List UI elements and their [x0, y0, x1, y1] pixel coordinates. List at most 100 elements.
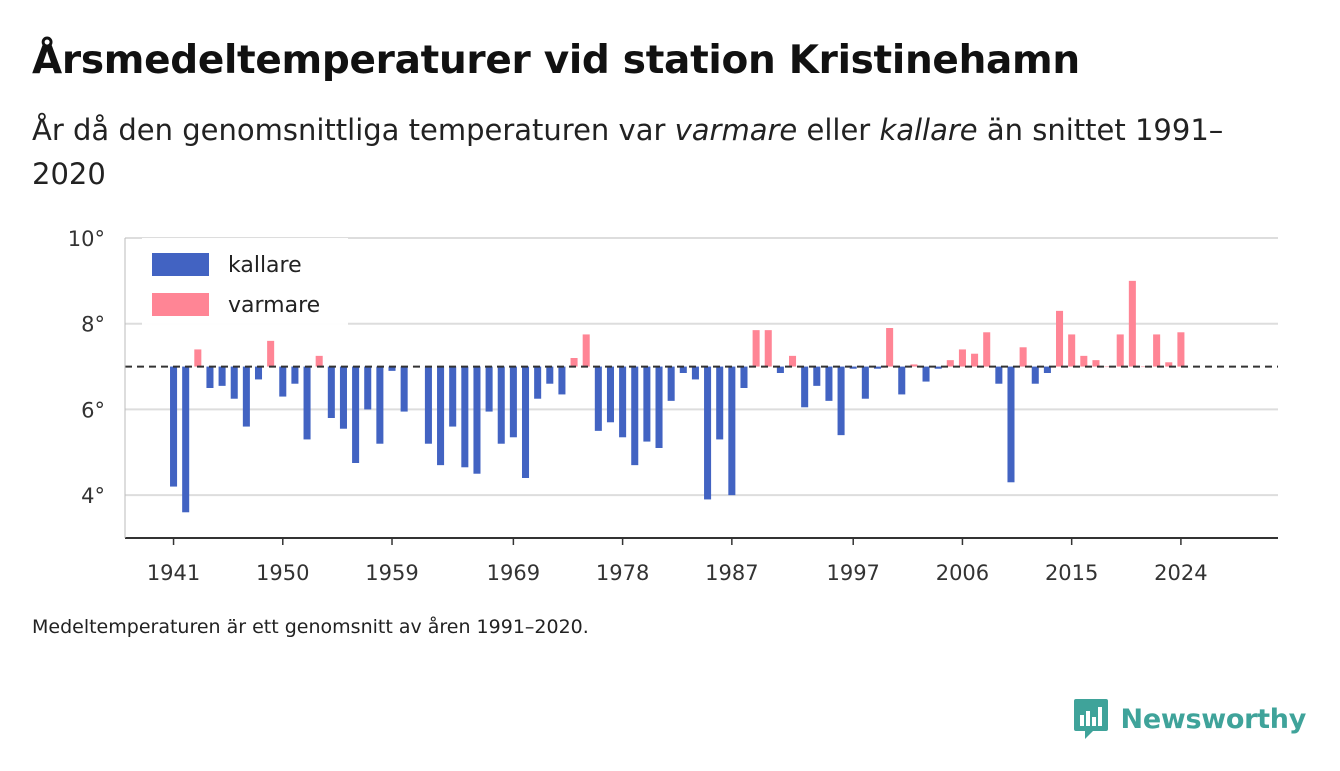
bar-cold [376, 366, 384, 444]
bar-cold [1007, 366, 1015, 483]
bar-cold [667, 366, 675, 401]
bar-cold [837, 366, 845, 436]
bar-warm [1068, 334, 1076, 367]
x-tick-label: 1950 [256, 561, 309, 585]
chart-title: Årsmedeltemperaturer vid station Kristin… [32, 38, 1080, 83]
bar-warm [752, 330, 760, 367]
bar-cold [643, 366, 651, 442]
bar-cold [534, 366, 542, 399]
bar-warm [1056, 310, 1064, 367]
bar-cold [679, 366, 687, 373]
bar-warm [958, 349, 966, 367]
bar-cold [873, 366, 882, 369]
legend-swatch-warm [152, 293, 209, 316]
bar-warm [315, 355, 323, 367]
x-tick-label: 1978 [596, 561, 649, 585]
bar-cold [400, 366, 408, 412]
bar-cold [388, 366, 396, 371]
legend-label-cold: kallare [228, 253, 302, 278]
legend-swatch-cold [152, 253, 209, 276]
bar-cold [254, 366, 263, 380]
bar-warm [764, 330, 772, 367]
bar-cold [546, 366, 554, 384]
bar-warm [1128, 280, 1136, 367]
brand-logo: Newsworthy [1073, 697, 1306, 741]
bar-cold [437, 366, 445, 466]
legend: kallare varmare [142, 238, 348, 328]
subtitle-part-1: År då den genomsnittliga temperaturen va… [32, 113, 675, 147]
chart-subtitle: År då den genomsnittliga temperaturen va… [32, 108, 1262, 196]
bar-warm [1165, 362, 1173, 367]
bar-cold [485, 366, 493, 412]
bar-warm [1092, 360, 1100, 367]
bar-warm [983, 332, 991, 367]
bar-cold [801, 366, 809, 408]
bar-warm [886, 328, 894, 367]
subtitle-cold-word: kallare [879, 113, 978, 147]
bar-cold [182, 366, 190, 513]
bar-cold [424, 366, 432, 444]
x-tick-label: 2024 [1154, 561, 1207, 585]
bar-cold [922, 366, 930, 382]
subtitle-part-2: eller [797, 113, 880, 147]
bar-cold [521, 366, 530, 478]
bar-warm [1153, 334, 1161, 367]
bar-warm [1104, 366, 1112, 368]
bar-cold [849, 366, 857, 369]
bar-cold [995, 366, 1003, 384]
x-tick-label: 2006 [936, 561, 989, 585]
bar-warm [582, 334, 590, 367]
y-tick-label: 4° [81, 484, 105, 508]
bar-cold [655, 366, 663, 448]
bar-cold [218, 366, 226, 386]
bar-cold [934, 366, 942, 369]
bar-cold [704, 366, 712, 500]
bar-cold [825, 366, 833, 401]
bar-cold [206, 366, 214, 388]
subtitle-warm-word: varmare [674, 113, 798, 147]
bars [170, 280, 1185, 513]
legend-label-warm: varmare [228, 293, 320, 318]
bar-cold [1031, 366, 1039, 384]
bar-cold [327, 366, 335, 418]
x-tick-label: 1987 [705, 561, 758, 585]
x-tick-label: 1941 [147, 561, 200, 585]
bar-cold [242, 366, 250, 427]
x-tick-label: 1997 [826, 561, 879, 585]
bar-warm [570, 358, 578, 367]
bar-cold [813, 366, 821, 386]
bar-cold [230, 366, 238, 399]
y-tick-label: 10° [68, 227, 105, 251]
bar-warm [1140, 366, 1149, 368]
bar-chart: 4° 6° 8° 10° 1941 1950 1959 1969 1978 1987 1997 20… [68, 227, 1278, 585]
bar-cold [1043, 366, 1051, 373]
y-tick-label: 6° [81, 398, 105, 422]
bar-warm [971, 353, 979, 367]
x-axis-ticks: 1941 1950 1959 1969 1978 1987 1997 2006 2015 2024 [147, 538, 1208, 585]
bar-cold [497, 366, 505, 444]
y-tick-label: 8° [81, 313, 105, 337]
bar-cold [461, 366, 469, 468]
bar-cold [303, 366, 311, 440]
bar-cold [509, 366, 517, 438]
bar-warm [789, 355, 797, 367]
bar-cold [558, 366, 566, 395]
bar-cold [716, 366, 724, 440]
bar-cold [606, 366, 614, 423]
bar-cold [776, 366, 784, 373]
bar-cold [170, 366, 178, 487]
bar-cold [619, 366, 627, 438]
bar-cold [352, 366, 360, 463]
bar-cold [339, 366, 347, 429]
x-tick-label: 2015 [1045, 561, 1098, 585]
bar-warm [946, 360, 954, 367]
bar-warm [194, 349, 202, 367]
bar-cold [594, 366, 602, 431]
bar-cold [691, 366, 699, 380]
bar-cold [740, 366, 748, 388]
bar-warm [1019, 347, 1027, 367]
bar-cold [364, 366, 372, 410]
bar-warm [1177, 332, 1185, 367]
bar-warm [910, 364, 918, 367]
bar-cold [473, 366, 481, 474]
